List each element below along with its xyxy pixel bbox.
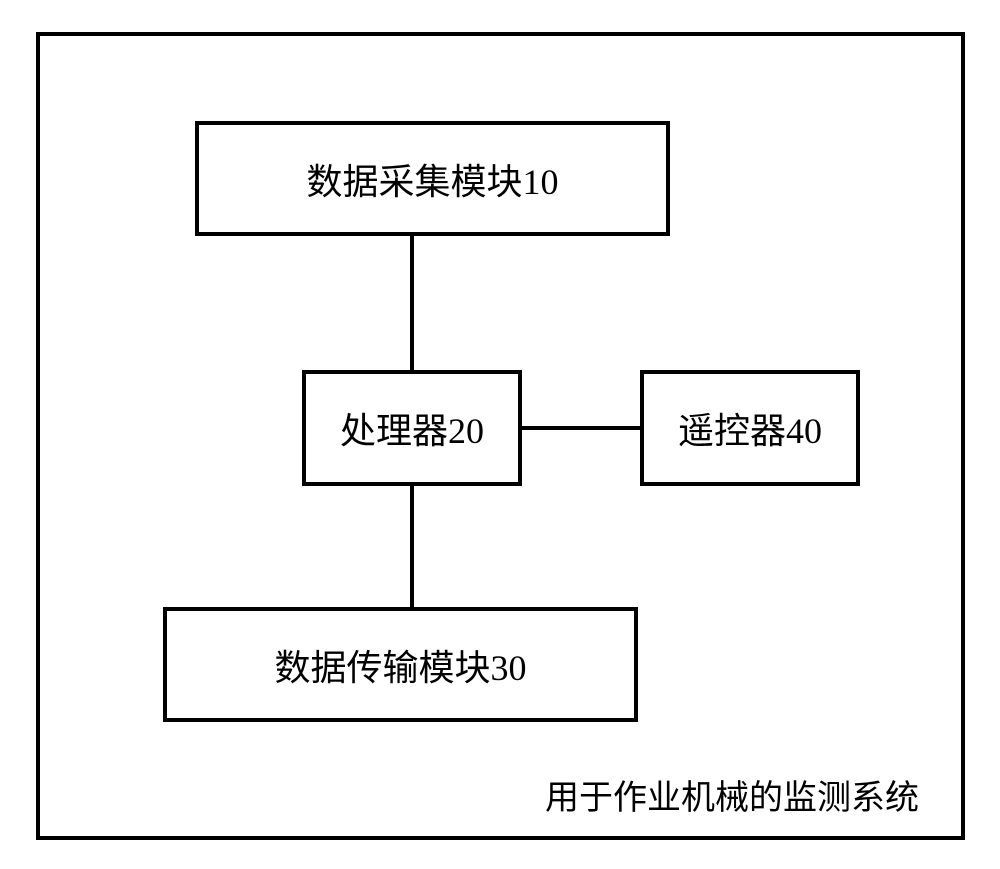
node-data-collection: 数据采集模块10	[195, 121, 670, 236]
node-processor: 处理器20	[302, 370, 522, 486]
diagram-caption: 用于作业机械的监测系统	[545, 770, 919, 819]
node-label: 处理器20	[340, 402, 484, 454]
node-label: 数据采集模块10	[306, 153, 558, 205]
node-label: 遥控器40	[678, 402, 822, 454]
edge-vertical-1	[410, 236, 414, 370]
edge-horizontal-1	[522, 426, 640, 430]
node-data-transmission: 数据传输模块30	[163, 607, 638, 722]
node-remote: 遥控器40	[640, 370, 860, 486]
node-label: 数据传输模块30	[274, 639, 526, 691]
edge-vertical-2	[410, 486, 414, 607]
